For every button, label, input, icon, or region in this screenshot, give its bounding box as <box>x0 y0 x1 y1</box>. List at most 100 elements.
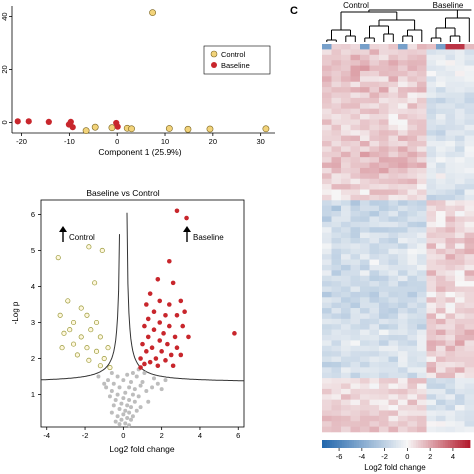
heatmap-cell <box>350 281 361 287</box>
heatmap-cell <box>398 146 408 153</box>
heatmap-cell <box>341 410 351 417</box>
heatmap-cell <box>350 426 361 433</box>
heatmap-cell <box>360 329 370 336</box>
heatmap-cell <box>369 308 380 314</box>
heatmap-cell <box>398 259 408 266</box>
heatmap-cell <box>379 173 389 180</box>
heatmap-cell <box>407 291 418 298</box>
volcano-point-baseline <box>145 334 151 340</box>
heatmap-cell <box>341 383 351 390</box>
heatmap-cell <box>426 405 437 411</box>
heatmap-cell <box>445 108 456 115</box>
heatmap-cell <box>464 238 474 244</box>
heatmap-cell <box>464 383 474 390</box>
heatmap-cell <box>341 351 351 357</box>
heatmap-cell <box>379 313 389 320</box>
heatmap-cell <box>407 281 418 287</box>
heatmap-cell <box>322 259 332 266</box>
heatmap-cell <box>331 356 342 363</box>
colorbar-swatch <box>433 440 436 448</box>
heatmap-cell <box>350 254 361 260</box>
heatmap-cell <box>341 108 351 115</box>
heatmap-cell <box>426 119 437 126</box>
heatmap-cell <box>455 97 465 104</box>
colorbar-swatch <box>428 440 431 448</box>
heatmap-cell <box>407 76 418 83</box>
volcano-point-nonsignificant <box>130 414 135 419</box>
heatmap-cell <box>379 178 389 185</box>
volcano-point-nonsignificant <box>107 394 112 399</box>
volcano-point-nonsignificant <box>102 381 107 386</box>
heatmap-cell <box>436 221 446 228</box>
heatmap-cell <box>464 81 474 88</box>
heatmap-cell <box>407 157 418 163</box>
heatmap-cell <box>398 270 408 277</box>
volcano-point-nonsignificant <box>113 397 118 402</box>
volcano-point-control <box>93 348 100 354</box>
heatmap-cell <box>398 324 408 330</box>
heatmap-cell <box>331 60 342 66</box>
heatmap-cell <box>388 81 399 88</box>
heatmap-cell <box>455 178 465 185</box>
colorbar-swatch <box>391 440 394 448</box>
heatmap-cell <box>464 173 474 180</box>
heatmap-cell <box>341 270 351 277</box>
heatmap-cell <box>379 211 389 217</box>
colorbar-swatch <box>398 440 402 448</box>
volcano-point-baseline <box>178 298 184 304</box>
heatmap-cell <box>369 92 380 99</box>
heatmap-cell <box>322 345 332 352</box>
heatmap-cell <box>360 351 370 357</box>
heatmap-cell <box>388 44 399 50</box>
heatmap-cell <box>350 54 361 61</box>
pca-point-control <box>165 125 173 132</box>
heatmap-cell <box>369 259 380 266</box>
heatmap-cell <box>331 254 342 260</box>
heatmap-cell <box>398 281 408 287</box>
volcano-point-control <box>74 352 80 358</box>
heatmap-cell <box>322 264 332 271</box>
heatmap-cell <box>426 124 437 131</box>
heatmap-cell <box>360 114 370 120</box>
heatmap-cell <box>455 302 465 309</box>
heatmap-cell <box>464 415 474 422</box>
heatmap-cell <box>360 254 370 260</box>
volcano-point-nonsignificant <box>121 412 126 417</box>
heatmap-cell <box>436 281 446 287</box>
volcano-point-nonsignificant <box>132 399 137 404</box>
heatmap-cell <box>331 302 342 309</box>
heatmap-cell <box>407 388 418 395</box>
heatmap-cell <box>407 308 418 314</box>
heatmap-cell <box>331 324 342 330</box>
heatmap-cell <box>407 248 418 255</box>
heatmap-cell <box>341 81 351 88</box>
volcano-point-baseline <box>144 349 149 354</box>
heatmap-cell <box>417 76 427 83</box>
heatmap-cell <box>436 264 446 271</box>
heatmap-cell <box>436 119 446 126</box>
volcano-point-nonsignificant <box>119 401 124 406</box>
heatmap-cell <box>455 119 465 126</box>
heatmap-cell <box>341 340 351 347</box>
heatmap-cell <box>322 232 332 239</box>
heatmap-cell <box>379 329 389 336</box>
heatmap-cell <box>322 248 332 255</box>
heatmap-cell <box>331 259 342 266</box>
heatmap-cell <box>360 81 370 88</box>
heatmap-cell <box>455 415 465 422</box>
volcano-point-nonsignificant <box>127 423 132 428</box>
heatmap-cell <box>341 54 351 61</box>
heatmap-cell <box>407 264 418 271</box>
heatmap-cell <box>455 421 465 427</box>
heatmap-cell <box>360 361 370 368</box>
heatmap-cell <box>436 178 446 185</box>
heatmap-cell <box>398 291 408 298</box>
heatmap-cell <box>417 351 427 357</box>
heatmap-cell <box>369 313 380 320</box>
heatmap-cell <box>464 308 474 314</box>
heatmap-cell <box>341 167 351 174</box>
volcano-y-tick-label: 6 <box>31 210 35 219</box>
heatmap-cell <box>331 243 342 250</box>
volcano-point-nonsignificant <box>127 397 132 402</box>
volcano-point-baseline <box>147 291 153 296</box>
